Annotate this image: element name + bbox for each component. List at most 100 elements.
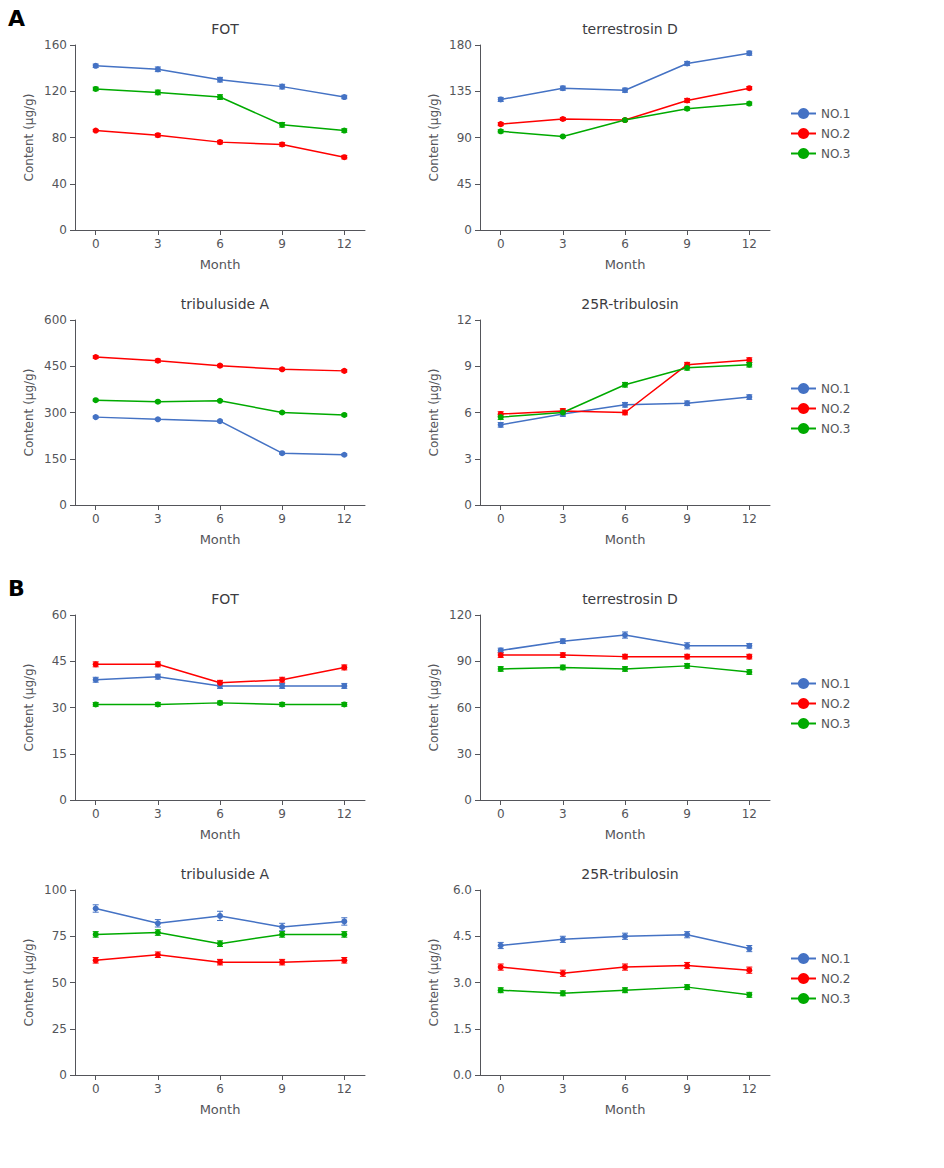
svg-text:tribuluside A: tribuluside A [181, 296, 270, 312]
svg-text:12: 12 [337, 1082, 352, 1096]
svg-text:3: 3 [154, 1082, 162, 1096]
svg-text:6.0: 6.0 [453, 883, 472, 897]
svg-text:9: 9 [683, 807, 691, 821]
svg-text:12: 12 [337, 512, 352, 526]
svg-text:3: 3 [559, 512, 567, 526]
svg-text:Content (μg/g): Content (μg/g) [22, 94, 36, 182]
svg-text:0: 0 [464, 223, 472, 237]
svg-text:0: 0 [92, 807, 100, 821]
svg-text:9: 9 [278, 1082, 286, 1096]
svg-text:180: 180 [449, 38, 472, 52]
svg-text:Month: Month [605, 1102, 646, 1117]
svg-text:Month: Month [200, 1102, 241, 1117]
svg-text:9: 9 [464, 359, 472, 373]
svg-text:NO.3: NO.3 [821, 717, 850, 731]
svg-text:Content (μg/g): Content (μg/g) [427, 664, 441, 752]
svg-text:9: 9 [278, 237, 286, 251]
svg-text:NO.1: NO.1 [821, 952, 850, 966]
svg-text:NO.3: NO.3 [821, 422, 850, 436]
svg-text:9: 9 [683, 1082, 691, 1096]
svg-text:135: 135 [449, 84, 472, 98]
svg-text:3: 3 [559, 1082, 567, 1096]
svg-text:9: 9 [278, 807, 286, 821]
svg-text:Month: Month [605, 532, 646, 547]
svg-text:600: 600 [44, 313, 67, 327]
svg-text:0: 0 [59, 1068, 67, 1082]
svg-text:0: 0 [497, 512, 505, 526]
svg-text:0: 0 [497, 237, 505, 251]
svg-text:60: 60 [52, 608, 67, 622]
svg-text:60: 60 [457, 701, 472, 715]
svg-text:50: 50 [52, 976, 67, 990]
svg-text:Month: Month [200, 257, 241, 272]
svg-text:3: 3 [154, 237, 162, 251]
svg-text:120: 120 [449, 608, 472, 622]
svg-text:Month: Month [200, 532, 241, 547]
svg-text:300: 300 [44, 406, 67, 420]
svg-text:6: 6 [216, 237, 224, 251]
svg-text:0.0: 0.0 [453, 1068, 472, 1082]
svg-text:9: 9 [683, 512, 691, 526]
svg-text:40: 40 [52, 177, 67, 191]
svg-text:90: 90 [457, 654, 472, 668]
svg-text:3: 3 [154, 512, 162, 526]
svg-text:12: 12 [742, 237, 757, 251]
svg-text:12: 12 [457, 313, 472, 327]
svg-text:25R-tribulosin: 25R-tribulosin [581, 296, 678, 312]
svg-text:45: 45 [457, 177, 472, 191]
svg-text:0: 0 [497, 807, 505, 821]
svg-text:NO.3: NO.3 [821, 147, 850, 161]
svg-text:6: 6 [621, 807, 629, 821]
svg-text:Content (μg/g): Content (μg/g) [427, 369, 441, 457]
svg-text:B: B [8, 576, 25, 601]
svg-text:0: 0 [59, 223, 67, 237]
svg-text:25: 25 [52, 1022, 67, 1036]
svg-text:6: 6 [216, 512, 224, 526]
svg-text:NO.2: NO.2 [821, 972, 850, 986]
svg-text:12: 12 [337, 807, 352, 821]
svg-text:0: 0 [59, 793, 67, 807]
svg-text:3: 3 [464, 452, 472, 466]
svg-text:0: 0 [59, 498, 67, 512]
svg-text:3: 3 [559, 237, 567, 251]
svg-text:3: 3 [154, 807, 162, 821]
svg-text:100: 100 [44, 883, 67, 897]
svg-text:9: 9 [683, 237, 691, 251]
svg-text:0: 0 [92, 512, 100, 526]
svg-text:90: 90 [457, 131, 472, 145]
svg-text:A: A [8, 6, 25, 31]
svg-text:0: 0 [464, 498, 472, 512]
svg-text:75: 75 [52, 929, 67, 943]
svg-text:NO.2: NO.2 [821, 127, 850, 141]
svg-text:6: 6 [621, 237, 629, 251]
svg-text:45: 45 [52, 654, 67, 668]
svg-text:Content (μg/g): Content (μg/g) [22, 369, 36, 457]
svg-text:Content (μg/g): Content (μg/g) [22, 664, 36, 752]
svg-text:6: 6 [464, 406, 472, 420]
svg-text:160: 160 [44, 38, 67, 52]
svg-text:30: 30 [52, 701, 67, 715]
svg-text:0: 0 [92, 1082, 100, 1096]
svg-text:150: 150 [44, 452, 67, 466]
svg-text:FOT: FOT [211, 591, 239, 607]
svg-text:tribuluside A: tribuluside A [181, 866, 270, 882]
svg-text:Month: Month [605, 257, 646, 272]
svg-text:6: 6 [621, 1082, 629, 1096]
svg-text:1.5: 1.5 [453, 1022, 472, 1036]
svg-text:120: 120 [44, 84, 67, 98]
svg-text:Content (μg/g): Content (μg/g) [427, 94, 441, 182]
svg-text:12: 12 [742, 807, 757, 821]
svg-text:NO.2: NO.2 [821, 697, 850, 711]
svg-text:0: 0 [497, 1082, 505, 1096]
svg-text:3: 3 [559, 807, 567, 821]
svg-text:0: 0 [464, 793, 472, 807]
svg-text:3.0: 3.0 [453, 976, 472, 990]
svg-text:80: 80 [52, 131, 67, 145]
svg-text:NO.1: NO.1 [821, 382, 850, 396]
svg-text:12: 12 [742, 1082, 757, 1096]
svg-text:6: 6 [621, 512, 629, 526]
svg-text:30: 30 [457, 747, 472, 761]
svg-text:Month: Month [200, 827, 241, 842]
svg-text:4.5: 4.5 [453, 929, 472, 943]
svg-text:NO.2: NO.2 [821, 402, 850, 416]
